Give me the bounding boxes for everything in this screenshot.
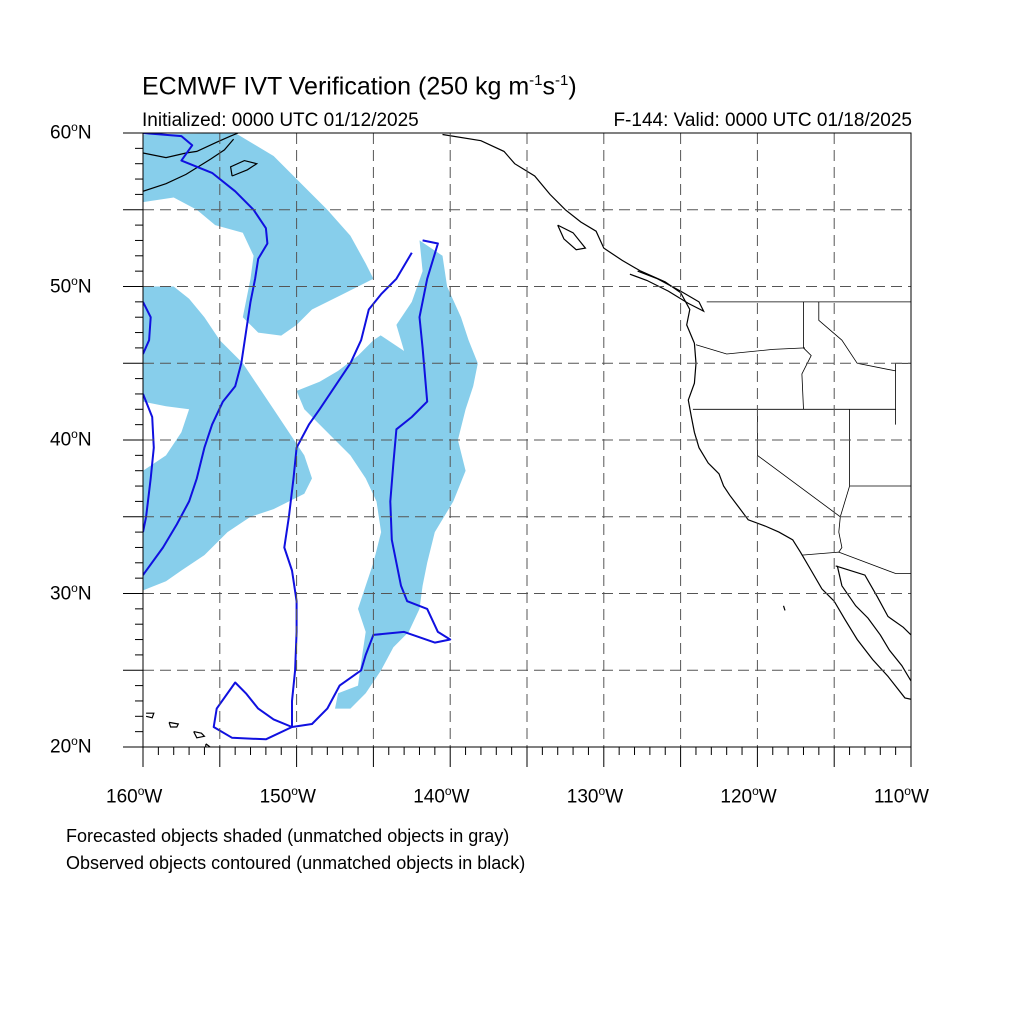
lon-tick-label: 160oW	[106, 784, 163, 808]
gridlines-layer	[143, 133, 911, 747]
observed-contour-western-edge	[143, 393, 155, 533]
plot-frame	[142, 132, 912, 748]
gulf-of-california-coast	[836, 565, 911, 682]
north-america-coast	[442, 133, 911, 700]
oahu	[168, 721, 180, 728]
kodiak-island	[229, 159, 259, 177]
wa-or-border	[695, 344, 806, 355]
idaho-montana-border	[818, 301, 896, 372]
observed-contours-layer	[143, 133, 452, 741]
observed-contour-central	[283, 239, 452, 728]
lat-tick-label: 20oN	[50, 734, 92, 758]
forecast-object-northern-band	[143, 133, 374, 336]
alaska-coast	[143, 133, 239, 159]
valid-time-label: F-144: Valid: 0000 UTC 01/18/2025	[613, 110, 912, 131]
vancouver-island	[629, 270, 705, 313]
axis-ticks-layer	[123, 132, 912, 767]
guadalupe-island	[782, 605, 786, 611]
mainland-mexico-coast	[835, 565, 911, 636]
lat-tick-label: 30oN	[50, 580, 92, 604]
kauai	[145, 712, 155, 719]
chart-title: ECMWF IVT Verification (250 kg m-1s-1)	[142, 72, 577, 101]
lat-tick-label: 50oN	[50, 273, 92, 297]
haida-gwaii	[557, 224, 587, 251]
forecast-object-western-band	[143, 286, 312, 591]
idaho-west-border	[801, 301, 812, 410]
lon-tick-label: 110oW	[874, 784, 929, 808]
maui	[193, 731, 206, 739]
initialized-label: Initialized: 0000 UTC 01/12/2025	[142, 110, 419, 131]
observed-contour-bottom	[212, 681, 293, 741]
utah-nevada-border	[839, 409, 850, 517]
observed-contour-northwestern	[143, 133, 269, 576]
california-nevada-border	[757, 409, 841, 518]
lon-tick-label: 150oW	[259, 784, 316, 808]
lon-tick-label: 130oW	[566, 784, 624, 808]
lon-tick-label: 140oW	[413, 784, 470, 808]
us-mexico-border	[801, 551, 911, 574]
lon-tick-label: 120oW	[720, 784, 777, 808]
lat-tick-label: 40oN	[50, 427, 92, 451]
colorado-river-border	[838, 516, 843, 553]
caption-forecast: Forecasted objects shaded (unmatched obj…	[66, 826, 510, 846]
lat-tick-label: 60oN	[50, 120, 92, 144]
forecast-object-central-band	[296, 240, 478, 709]
observed-contour-western	[143, 301, 152, 355]
caption-observed: Observed objects contoured (unmatched ob…	[66, 853, 526, 873]
